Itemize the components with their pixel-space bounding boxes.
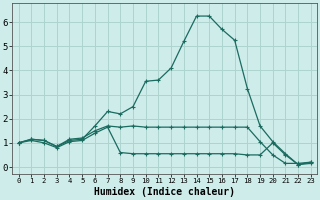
X-axis label: Humidex (Indice chaleur): Humidex (Indice chaleur)	[94, 187, 235, 197]
